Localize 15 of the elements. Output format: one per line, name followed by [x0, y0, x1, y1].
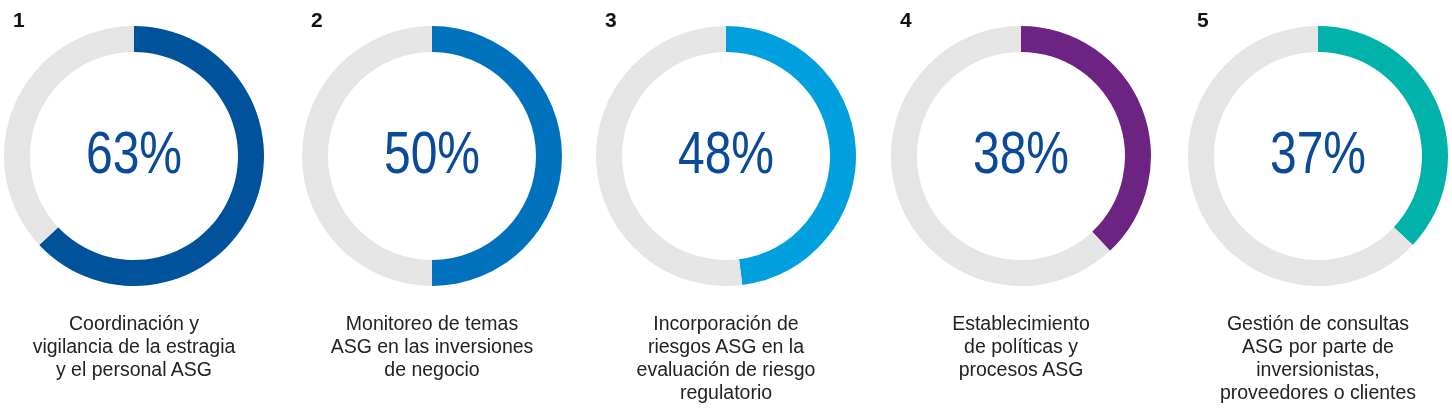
- chart-title: 3: [605, 8, 617, 32]
- text: Incorporación de riesgos ASG en la evaluación de riesgo regulatorio: [635, 312, 817, 404]
- chart-title: 2: [311, 8, 323, 32]
- text: Establecimiento de políticas y procesos ASG: [951, 312, 1091, 381]
- text: Monitoreo de temas ASG en las inversiones de negocio: [329, 312, 535, 381]
- chart-title: 1: [13, 8, 25, 32]
- data-label: 50%: [383, 118, 481, 186]
- chart-title: 5: [1197, 8, 1209, 32]
- data-label: 63%: [85, 118, 183, 186]
- text: Coordinación y vigilancia de la estragia y el personal ASG: [31, 312, 237, 381]
- data-label: 48%: [677, 118, 775, 186]
- chart-title: 4: [900, 8, 912, 32]
- data-label: 37%: [1269, 118, 1367, 186]
- text: Gestión de consultas ASG por parte de inversionistas, proveedores o clientes: [1218, 312, 1418, 404]
- data-label: 38%: [972, 118, 1070, 186]
